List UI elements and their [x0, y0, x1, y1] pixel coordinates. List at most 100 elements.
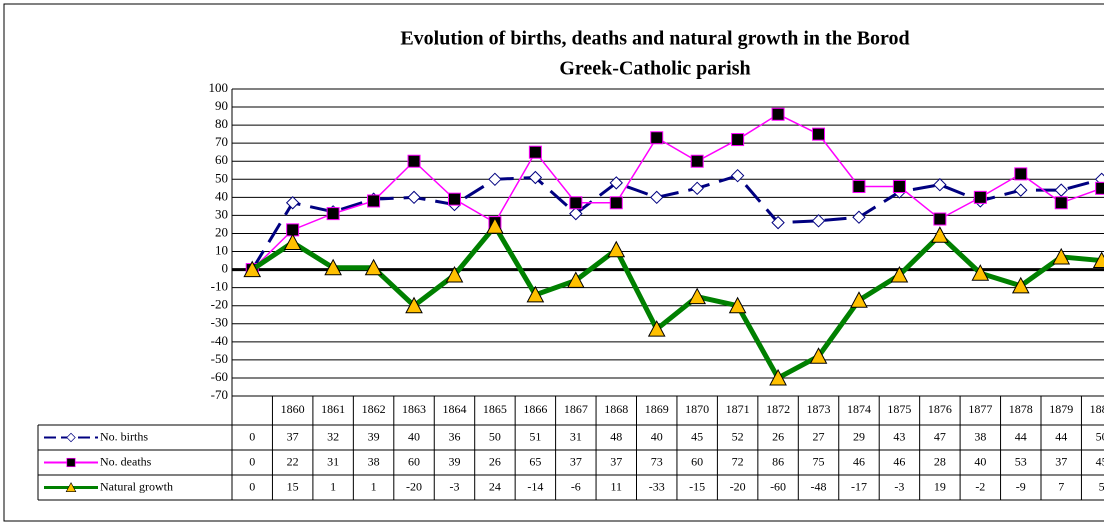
table-value: 1 [330, 479, 336, 493]
point [367, 194, 381, 208]
table-value: -33 [649, 479, 665, 493]
table-value: 53 [1015, 454, 1027, 468]
point [890, 265, 909, 283]
table-value: 65 [529, 454, 541, 468]
point [609, 176, 623, 190]
table-value: -48 [811, 479, 827, 493]
table-value: 47 [934, 429, 946, 443]
point [243, 260, 262, 278]
point [364, 258, 383, 276]
point [771, 107, 785, 121]
point [569, 196, 583, 210]
y-tick-label: 90 [215, 98, 228, 113]
point [1092, 251, 1104, 269]
table-value: 86 [772, 454, 784, 468]
point [647, 320, 666, 337]
table-value: 27 [813, 429, 825, 443]
point [528, 145, 542, 159]
series-line [250, 173, 1103, 271]
table-value: 7 [1058, 479, 1064, 493]
x-tick-label: 1878 [1009, 402, 1033, 416]
point [650, 131, 664, 145]
y-tick-label: -10 [211, 279, 228, 294]
legend-marker [65, 482, 77, 493]
chart-border [3, 3, 1104, 522]
table-value: 19 [934, 479, 946, 493]
table-value: -60 [770, 479, 786, 493]
table-value: 51 [529, 429, 541, 443]
point [812, 127, 826, 141]
point [569, 206, 583, 221]
y-tick-label: -60 [211, 369, 228, 384]
table-value: 50 [489, 429, 501, 443]
x-tick-label: 1872 [766, 402, 790, 416]
table-value: 32 [327, 429, 339, 443]
table-value: 39 [368, 429, 380, 443]
point [566, 271, 585, 288]
table-value: -3 [449, 479, 459, 493]
y-tick-label: -20 [211, 297, 228, 312]
point [731, 133, 745, 147]
x-tick-label: 1874 [847, 402, 871, 416]
x-tick-label: 1861 [321, 402, 345, 416]
point [526, 285, 545, 303]
point [1054, 183, 1068, 197]
table-value: 75 [813, 454, 825, 468]
legend-label: No. deaths [100, 454, 152, 468]
legend-label: No. births [100, 429, 148, 443]
table-value: 29 [853, 429, 865, 443]
table-value: 5 [1099, 479, 1104, 493]
y-tick-label: 50 [215, 170, 228, 185]
point [1052, 247, 1071, 265]
table-value: 60 [408, 454, 420, 468]
table-value: -14 [527, 479, 543, 493]
point [809, 347, 828, 364]
x-tick-label: 1880 [1090, 402, 1104, 416]
table-value: 44 [1055, 429, 1067, 443]
point [1054, 196, 1068, 210]
table-value: 1 [371, 479, 377, 493]
point [447, 192, 461, 206]
y-tick-label: -50 [211, 351, 228, 366]
point [730, 168, 745, 183]
table-value: 46 [853, 454, 865, 468]
table-value: 37 [287, 429, 299, 443]
table-value: 45 [1096, 454, 1104, 468]
y-tick-label: 40 [215, 188, 228, 203]
table-value: 26 [772, 429, 784, 443]
table-value: 40 [974, 454, 986, 468]
series-line [251, 113, 1102, 271]
point [445, 265, 464, 283]
x-tick-label: 1864 [442, 402, 466, 416]
point [488, 172, 502, 187]
table-value: 50 [1096, 429, 1104, 443]
y-tick-label: -30 [211, 315, 228, 330]
table-value: 26 [489, 454, 501, 468]
table-value: 31 [570, 429, 582, 443]
table-value: 36 [448, 429, 460, 443]
point [771, 215, 785, 230]
point [728, 296, 747, 314]
point [607, 240, 626, 258]
point [1011, 276, 1030, 294]
chart-title: Evolution of births, deaths and natural … [400, 28, 909, 50]
y-tick-label: 20 [215, 224, 228, 239]
point [892, 180, 906, 194]
x-tick-label: 1867 [564, 402, 588, 416]
table-value: 60 [691, 454, 703, 468]
point [971, 264, 990, 281]
point [1014, 183, 1028, 197]
table-value: -2 [975, 479, 985, 493]
legend-marker [66, 457, 76, 468]
point [405, 296, 423, 314]
point [650, 190, 664, 205]
point [973, 190, 987, 204]
point [933, 212, 947, 226]
table-value: 24 [489, 479, 501, 493]
x-tick-label: 1873 [807, 402, 831, 416]
legend-label: Natural growth [100, 479, 173, 493]
series-line [250, 221, 1102, 382]
table-value: 0 [249, 429, 255, 443]
point [326, 207, 340, 221]
